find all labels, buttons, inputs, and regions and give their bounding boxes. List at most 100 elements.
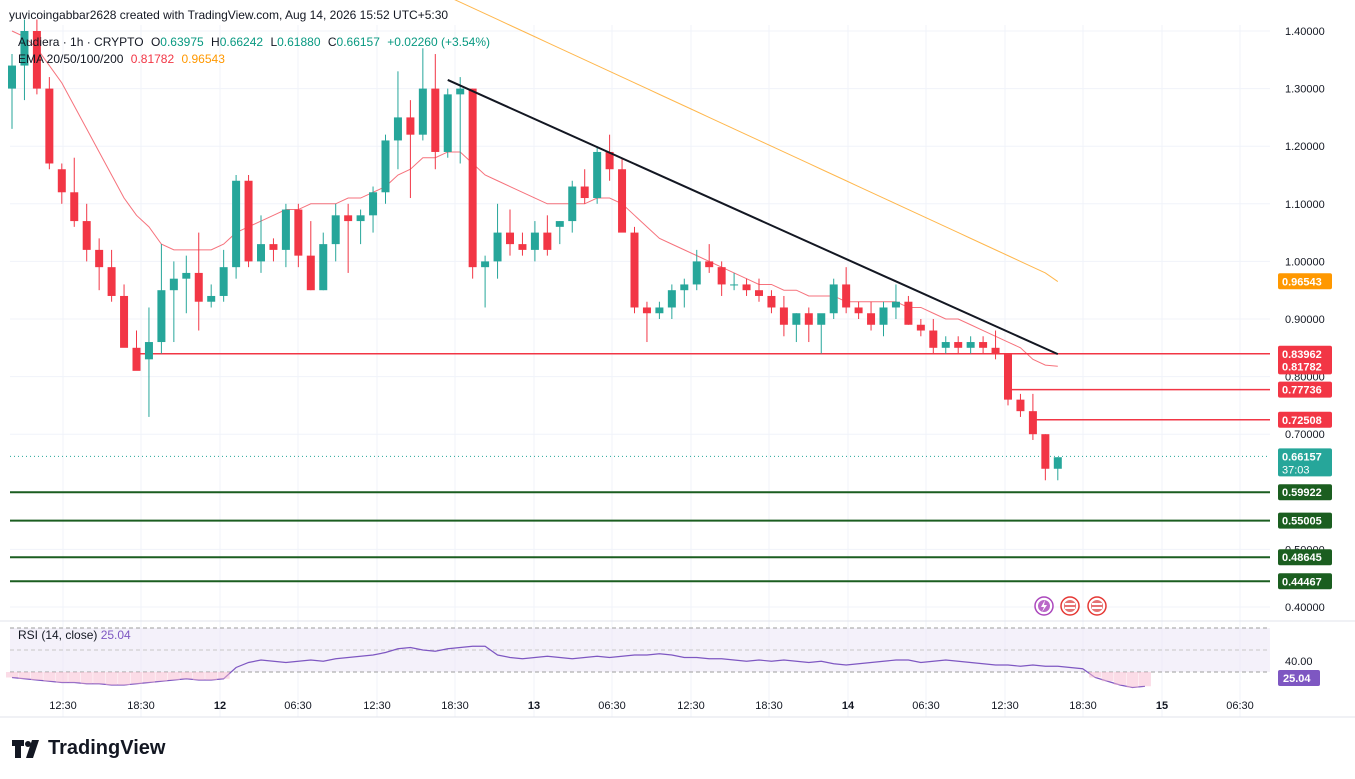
candle-body xyxy=(717,267,726,285)
candle-body xyxy=(1053,457,1062,469)
candle-body xyxy=(991,347,1000,354)
candle-body xyxy=(742,284,751,291)
candle-body xyxy=(369,192,378,216)
candle-body xyxy=(680,284,689,291)
ema-price-badge-label: 0.96543 xyxy=(1282,276,1322,288)
candle-body xyxy=(1028,411,1037,435)
candle-body xyxy=(481,261,490,268)
resistance-price-badge xyxy=(1278,381,1332,398)
time-tick-label: 12:30 xyxy=(677,700,705,712)
candle-body xyxy=(506,232,514,245)
time-tick-label: 06:30 xyxy=(912,700,940,712)
brand-logo[interactable]: TradingView xyxy=(12,737,165,760)
candle-body xyxy=(854,307,863,314)
time-tick-label: 12 xyxy=(214,700,226,712)
candle-body xyxy=(1041,434,1050,469)
last-price-badge xyxy=(1278,448,1332,477)
candle-body xyxy=(530,232,539,250)
time-tick-label: 12:30 xyxy=(49,700,77,712)
candle-body xyxy=(755,290,763,296)
candle-body xyxy=(817,313,826,325)
rsi-value-badge-label: 25.04 xyxy=(1283,673,1311,685)
support-price-badge-label: 0.59922 xyxy=(1282,487,1322,499)
ema20-line xyxy=(11,30,1058,367)
time-tick-label: 14 xyxy=(842,700,855,712)
ema20-path xyxy=(11,30,1058,367)
candle-body xyxy=(331,215,340,245)
support-price-badge xyxy=(1278,512,1332,529)
candle-body xyxy=(792,313,801,325)
candle-body xyxy=(431,88,440,152)
horizontal-levels xyxy=(10,353,1270,583)
candle-body xyxy=(593,151,602,199)
symbol-legend: Audiera · 1h · CRYPTO O0.63975 H0.66242 … xyxy=(18,35,494,49)
candle-body xyxy=(1004,353,1012,400)
open-label: O xyxy=(150,35,161,49)
trendline-path xyxy=(447,79,1059,356)
rsi-legend[interactable]: RSI (14, close) 25.04 xyxy=(18,628,131,642)
low-label: L xyxy=(270,35,278,49)
candle-body xyxy=(518,244,527,250)
candle-body xyxy=(618,169,627,233)
candle-body xyxy=(82,221,91,250)
flag-us-icon-inner xyxy=(1091,600,1103,612)
candle-body xyxy=(580,186,589,199)
candle-body xyxy=(705,261,714,268)
grid xyxy=(0,25,1355,718)
candle-body xyxy=(70,192,79,222)
symbol-label[interactable]: Audiera · 1h · CRYPTO xyxy=(18,35,144,49)
candle-body xyxy=(468,88,477,268)
candle-body xyxy=(829,284,838,314)
candle-body xyxy=(257,244,265,262)
change-value: +0.02260 (+3.54%) xyxy=(387,35,491,49)
support-price-badge xyxy=(1278,484,1332,501)
candle-body xyxy=(555,221,564,227)
time-tick-label: 13 xyxy=(528,700,540,712)
close-value: 0.66157 xyxy=(336,35,380,49)
price-tick-label: 0.40000 xyxy=(1285,602,1325,614)
candle-body xyxy=(132,347,141,371)
time-tick-label: 18:30 xyxy=(127,700,155,712)
ema50-value: 0.96543 xyxy=(181,52,225,66)
time-tick-label: 18:30 xyxy=(755,700,783,712)
candle-body xyxy=(867,313,876,325)
candle-body xyxy=(456,88,465,95)
price-tick-label: 1.30000 xyxy=(1285,84,1325,96)
rsi-level-label: 40.00 xyxy=(1285,656,1313,668)
price-tick-label: 1.10000 xyxy=(1285,199,1325,211)
candle-body xyxy=(269,244,278,250)
trendline[interactable] xyxy=(447,79,1059,356)
support-price-badge-label: 0.44467 xyxy=(1282,576,1322,588)
candle-body xyxy=(219,267,228,296)
flag-stripe-icon xyxy=(1065,607,1075,609)
candle-body xyxy=(207,295,216,302)
lightning-bolt-icon xyxy=(1041,600,1047,612)
candle-body xyxy=(568,186,577,222)
candle-body xyxy=(605,151,614,170)
candle-body xyxy=(107,267,116,296)
event-icons[interactable] xyxy=(1034,596,1107,616)
time-axis[interactable]: 12:30 18:30 12 06:30 12:30 18:30 13 06:30 12:30 1… xyxy=(49,700,1254,712)
candle-body xyxy=(543,232,552,250)
candle-body xyxy=(891,301,900,308)
candles xyxy=(8,19,1062,481)
time-tick-label: 12:30 xyxy=(363,700,391,712)
candle-body xyxy=(916,324,925,331)
candle-body xyxy=(281,209,290,250)
candle-body xyxy=(8,65,16,89)
price-tick-label: 1.00000 xyxy=(1285,256,1325,268)
candle-body xyxy=(692,261,701,285)
candle-body xyxy=(95,249,104,268)
candle-body xyxy=(169,278,178,291)
rsi-value-badge xyxy=(1278,670,1320,686)
price-axis[interactable]: 1.40000 1.30000 1.20000 1.10000 1.00000 0.900… xyxy=(1278,26,1332,614)
candle-body xyxy=(244,180,253,262)
candle-body xyxy=(879,307,888,325)
tradingview-logo-icon xyxy=(12,739,39,758)
time-tick-label: 18:30 xyxy=(1069,700,1097,712)
high-label: H xyxy=(211,35,220,49)
candle-body xyxy=(966,342,975,348)
ema-legend[interactable]: EMA 20/50/100/200 0.81782 0.96543 xyxy=(18,52,229,66)
resistance-price-badge-label: 0.83962 xyxy=(1282,349,1322,361)
